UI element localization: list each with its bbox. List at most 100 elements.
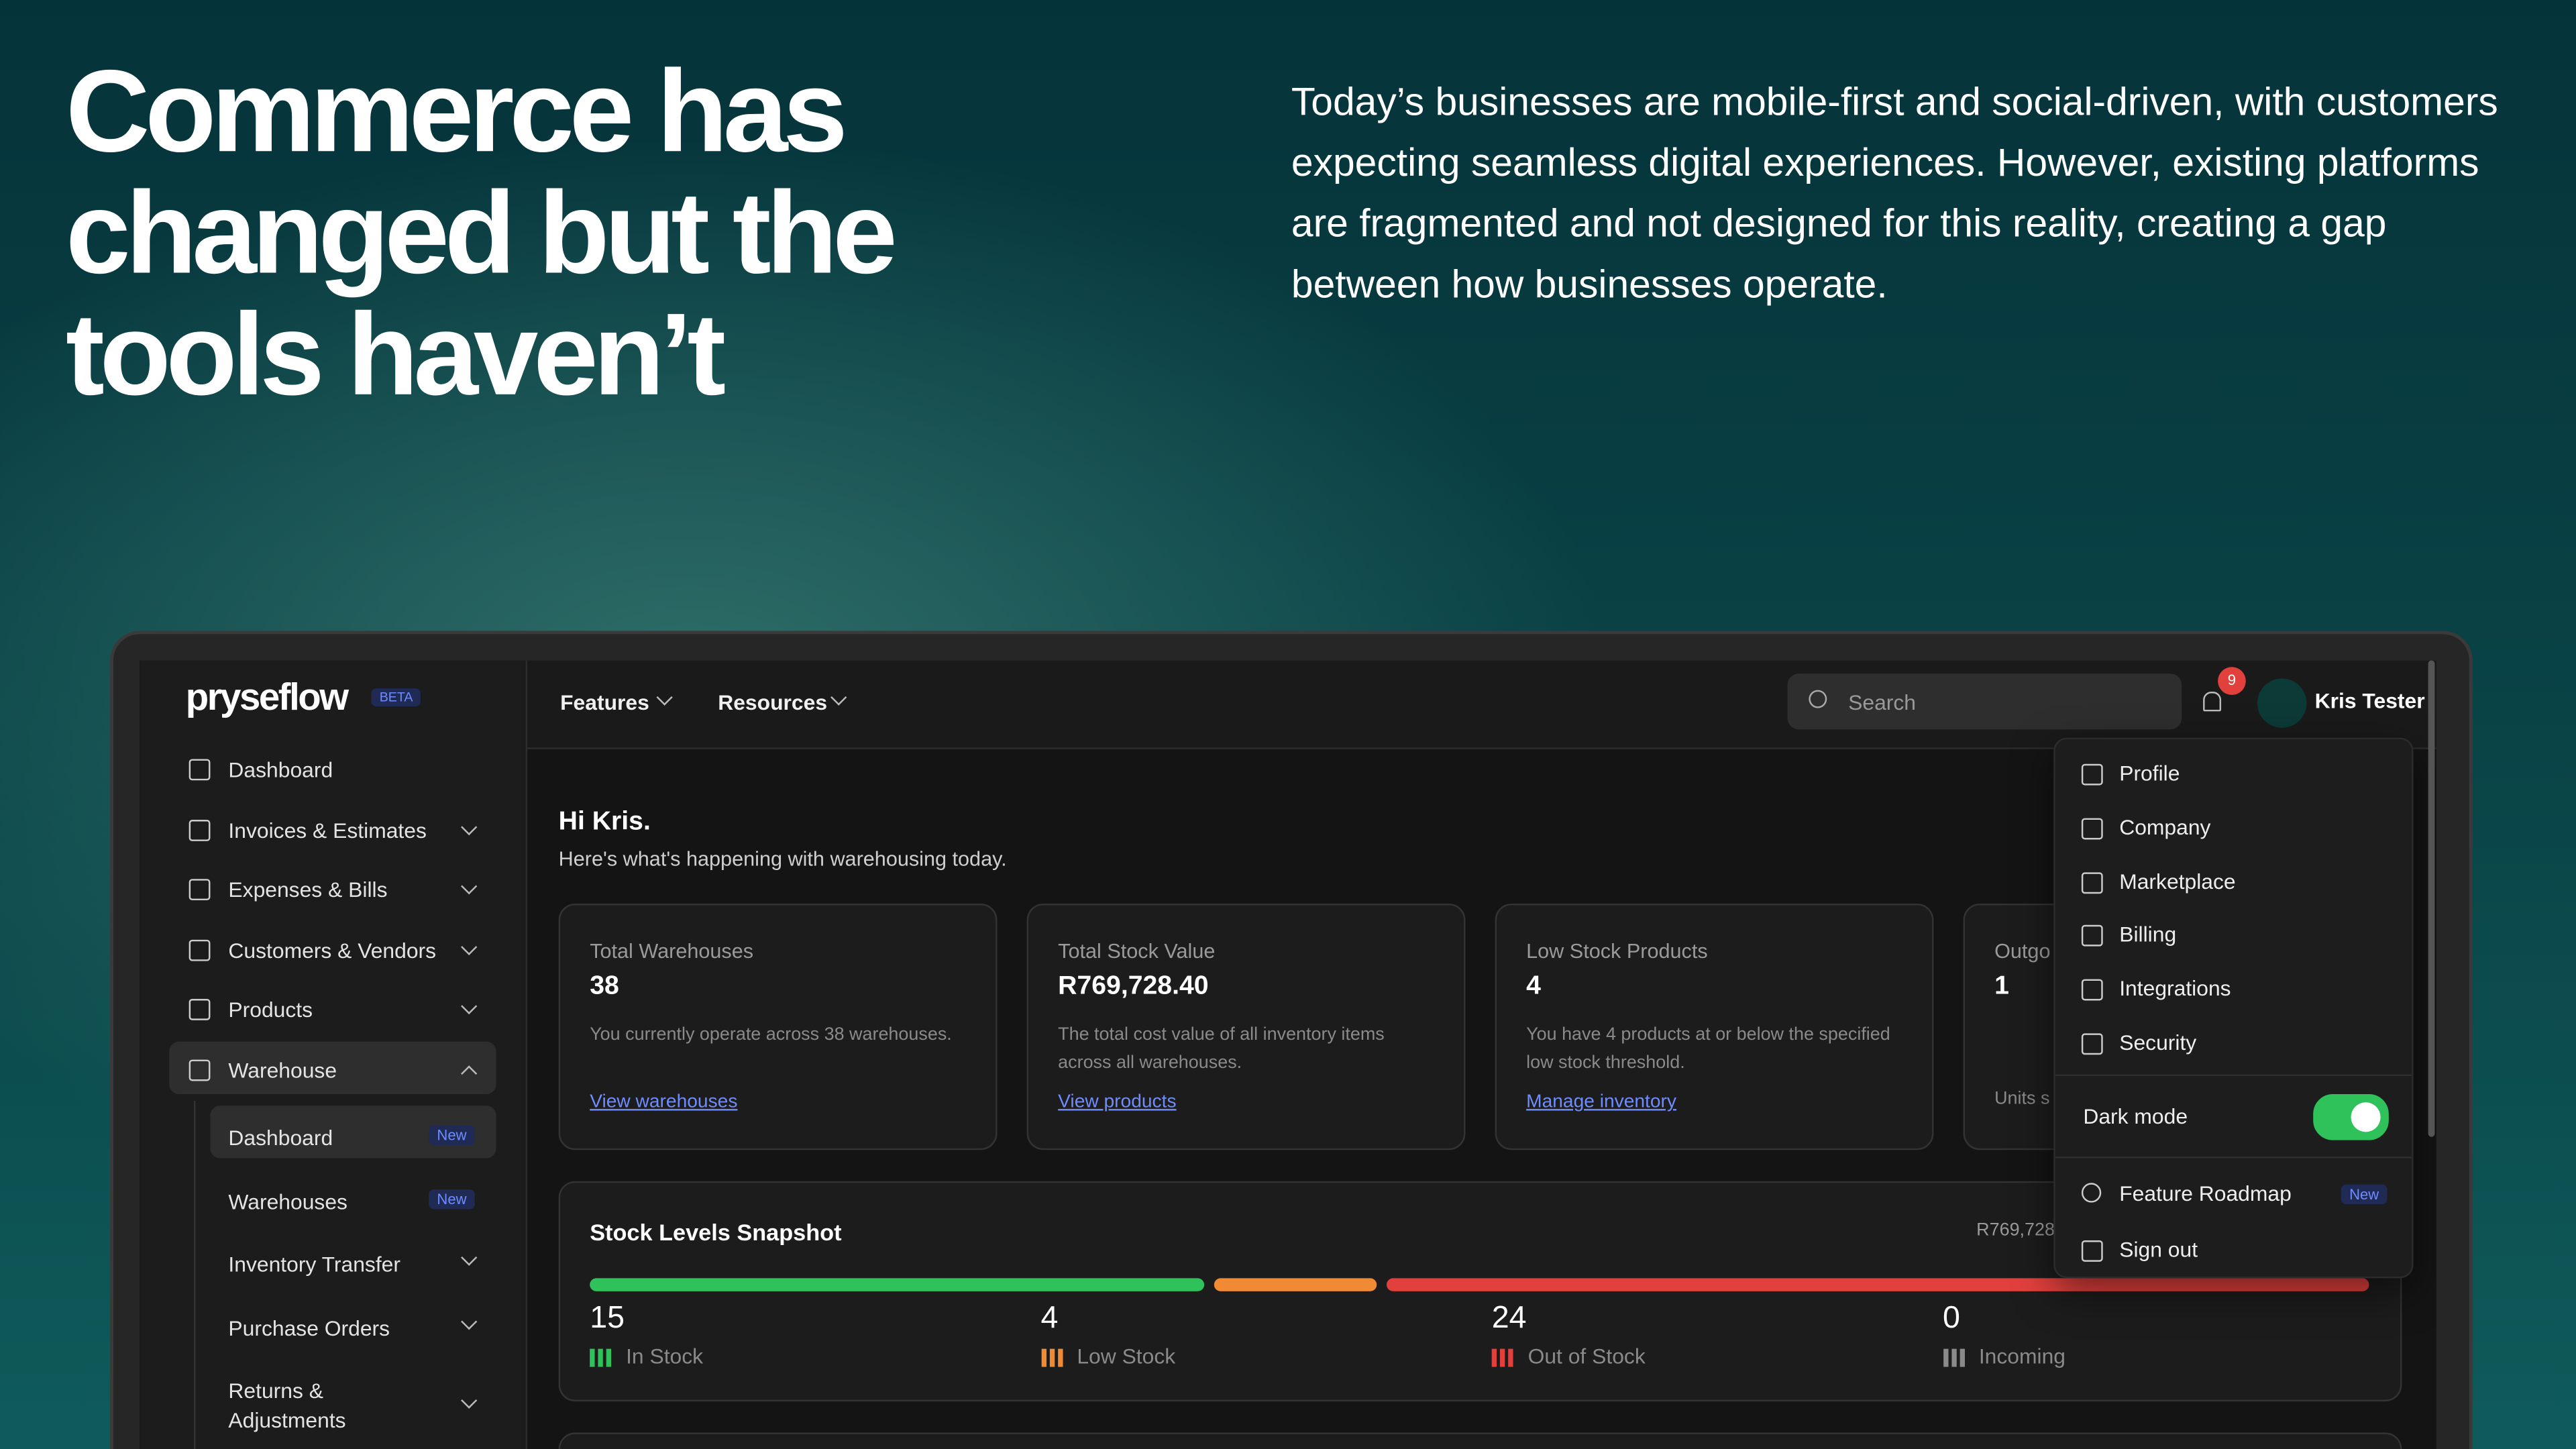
legend-swatch: [598, 1348, 603, 1367]
sidebar-item[interactable]: Dashboard: [140, 756, 526, 786]
legend-swatch: [1040, 1348, 1046, 1367]
scrollbar: [2428, 660, 2435, 1137]
avatar[interactable]: [2257, 678, 2307, 728]
menu-item[interactable]: Marketplace: [2055, 867, 2412, 896]
icon: [2081, 925, 2103, 947]
icon: [189, 1059, 211, 1081]
menu-label: Sign out: [2119, 1237, 2198, 1262]
icon: [189, 998, 211, 1020]
hero-body: Today’s businesses are mobile-first and …: [1291, 80, 2498, 307]
menu-item[interactable]: Feature Roadmap New: [2055, 1179, 2412, 1209]
menu-label: Profile: [2119, 760, 2180, 786]
stock-count: 0: [1942, 1301, 1960, 1336]
sidebar-label: Dashboard: [228, 757, 333, 782]
stat-card: Total Stock Value R769,728.40 The total co…: [1026, 903, 1466, 1150]
icon: [2081, 871, 2103, 894]
chevron: [830, 689, 847, 706]
icon: [189, 759, 211, 781]
user-name[interactable]: Kris Tester: [2314, 688, 2425, 713]
user-menu: Profile Company Marketplace Billing Integrat…: [2053, 737, 2414, 1279]
card-link[interactable]: View products: [1058, 1092, 1177, 1112]
bell[interactable]: [2203, 692, 2222, 712]
stock-count: 15: [590, 1301, 625, 1336]
chevron: [461, 818, 478, 835]
legend-swatch: [1057, 1348, 1063, 1367]
sidebar-item[interactable]: Invoices & Estimates: [140, 816, 526, 845]
nav-link[interactable]: Resources: [718, 690, 828, 715]
card-link[interactable]: View warehouses: [590, 1092, 738, 1112]
chevron: [461, 998, 478, 1015]
stock-label: Out of Stock: [1527, 1344, 1646, 1369]
menu-label: Integrations: [2119, 976, 2231, 1001]
menu-item[interactable]: Profile: [2055, 759, 2412, 788]
sidebar-label: Expenses & Bills: [228, 877, 388, 902]
subnav-item[interactable]: Warehouses New: [140, 1185, 526, 1215]
card-link[interactable]: Manage inventory: [1526, 1092, 1677, 1112]
divider: [2055, 1074, 2412, 1077]
icon: [2081, 818, 2103, 839]
badge: New: [2341, 1184, 2387, 1205]
sidebar-item[interactable]: Products: [140, 996, 526, 1025]
menu-item[interactable]: Integrations: [2055, 975, 2412, 1004]
chevron: [461, 1065, 478, 1081]
stock-label: In Stock: [626, 1344, 704, 1369]
menu-label: Marketplace: [2119, 868, 2236, 894]
nav-active-bg: [169, 1040, 496, 1093]
greeting-sub: Here's what's happening with warehousing…: [558, 847, 1007, 871]
chevron: [461, 938, 478, 955]
card-label: Total Stock Value: [1058, 939, 1216, 963]
legend-swatch: [1049, 1348, 1055, 1367]
panel-peek: [558, 1432, 2402, 1449]
search-box[interactable]: Search: [1787, 674, 2182, 730]
snapshot-total: R769,728: [1976, 1220, 2055, 1240]
legend-swatch: [1959, 1348, 1964, 1367]
card-text: Units s: [1994, 1089, 2050, 1110]
icon: [2081, 1183, 2102, 1203]
stock-count: 24: [1491, 1301, 1527, 1336]
subnav-item[interactable]: Purchase Orders: [140, 1312, 526, 1342]
sidebar: pryseflow BETA Dashboard Invoices & Estimat…: [140, 660, 528, 1449]
sidebar-item[interactable]: Warehouse: [140, 1055, 526, 1085]
menu-item[interactable]: Billing: [2055, 920, 2412, 950]
nav-link[interactable]: Features: [560, 690, 649, 715]
search-placeholder: Search: [1848, 690, 1917, 715]
legend-swatch: [1499, 1348, 1505, 1367]
sidebar-item[interactable]: Expenses & Bills: [140, 875, 526, 905]
icon: [189, 818, 211, 841]
menu-label: Billing: [2119, 922, 2177, 947]
stock-label: Low Stock: [1077, 1344, 1176, 1369]
menu-item[interactable]: Sign out: [2055, 1236, 2412, 1265]
menu-label: Security: [2119, 1030, 2197, 1055]
chevron: [461, 1249, 478, 1266]
subnav-label: Purchase Orders: [228, 1315, 390, 1340]
stat-card: Low Stock Products 4 You have 4 products a…: [1495, 903, 1934, 1150]
badge: New: [429, 1188, 475, 1209]
sidebar-item[interactable]: Customers & Vendors: [140, 936, 526, 965]
brand: pryseflow: [185, 675, 349, 718]
card-value: 4: [1526, 972, 1541, 1001]
icon: [2081, 1240, 2103, 1262]
sidebar-label: Invoices & Estimates: [228, 817, 427, 843]
stock-bar-segment: [590, 1278, 1204, 1291]
menu-item[interactable]: Security: [2055, 1028, 2412, 1058]
icon: [189, 938, 211, 961]
legend-swatch: [606, 1348, 612, 1367]
subnav-item[interactable]: Inventory Transfer: [140, 1248, 526, 1278]
sidebar-label: Warehouse: [228, 1057, 337, 1082]
icon: [189, 879, 211, 901]
subnav-line: [193, 1100, 196, 1449]
stock-label: Incoming: [1978, 1344, 2066, 1369]
legend-swatch: [1942, 1348, 1948, 1367]
topbar: Features Resources Search 9 Kris Tester: [527, 660, 2436, 749]
toggle-knob: [2351, 1102, 2381, 1132]
card-value: R769,728.40: [1058, 972, 1209, 1001]
greeting: Hi Kris.: [558, 808, 651, 837]
subnav-item[interactable]: Returns & Adjustments: [140, 1375, 526, 1433]
subnav-item[interactable]: Dashboard New: [140, 1122, 526, 1152]
legend-swatch: [590, 1348, 595, 1367]
menu-item[interactable]: Company: [2055, 813, 2412, 843]
menu-label: Company: [2119, 814, 2211, 839]
sidebar-label: Customers & Vendors: [228, 937, 437, 962]
dark-mode-toggle[interactable]: [2313, 1094, 2389, 1140]
chevron: [656, 689, 673, 706]
